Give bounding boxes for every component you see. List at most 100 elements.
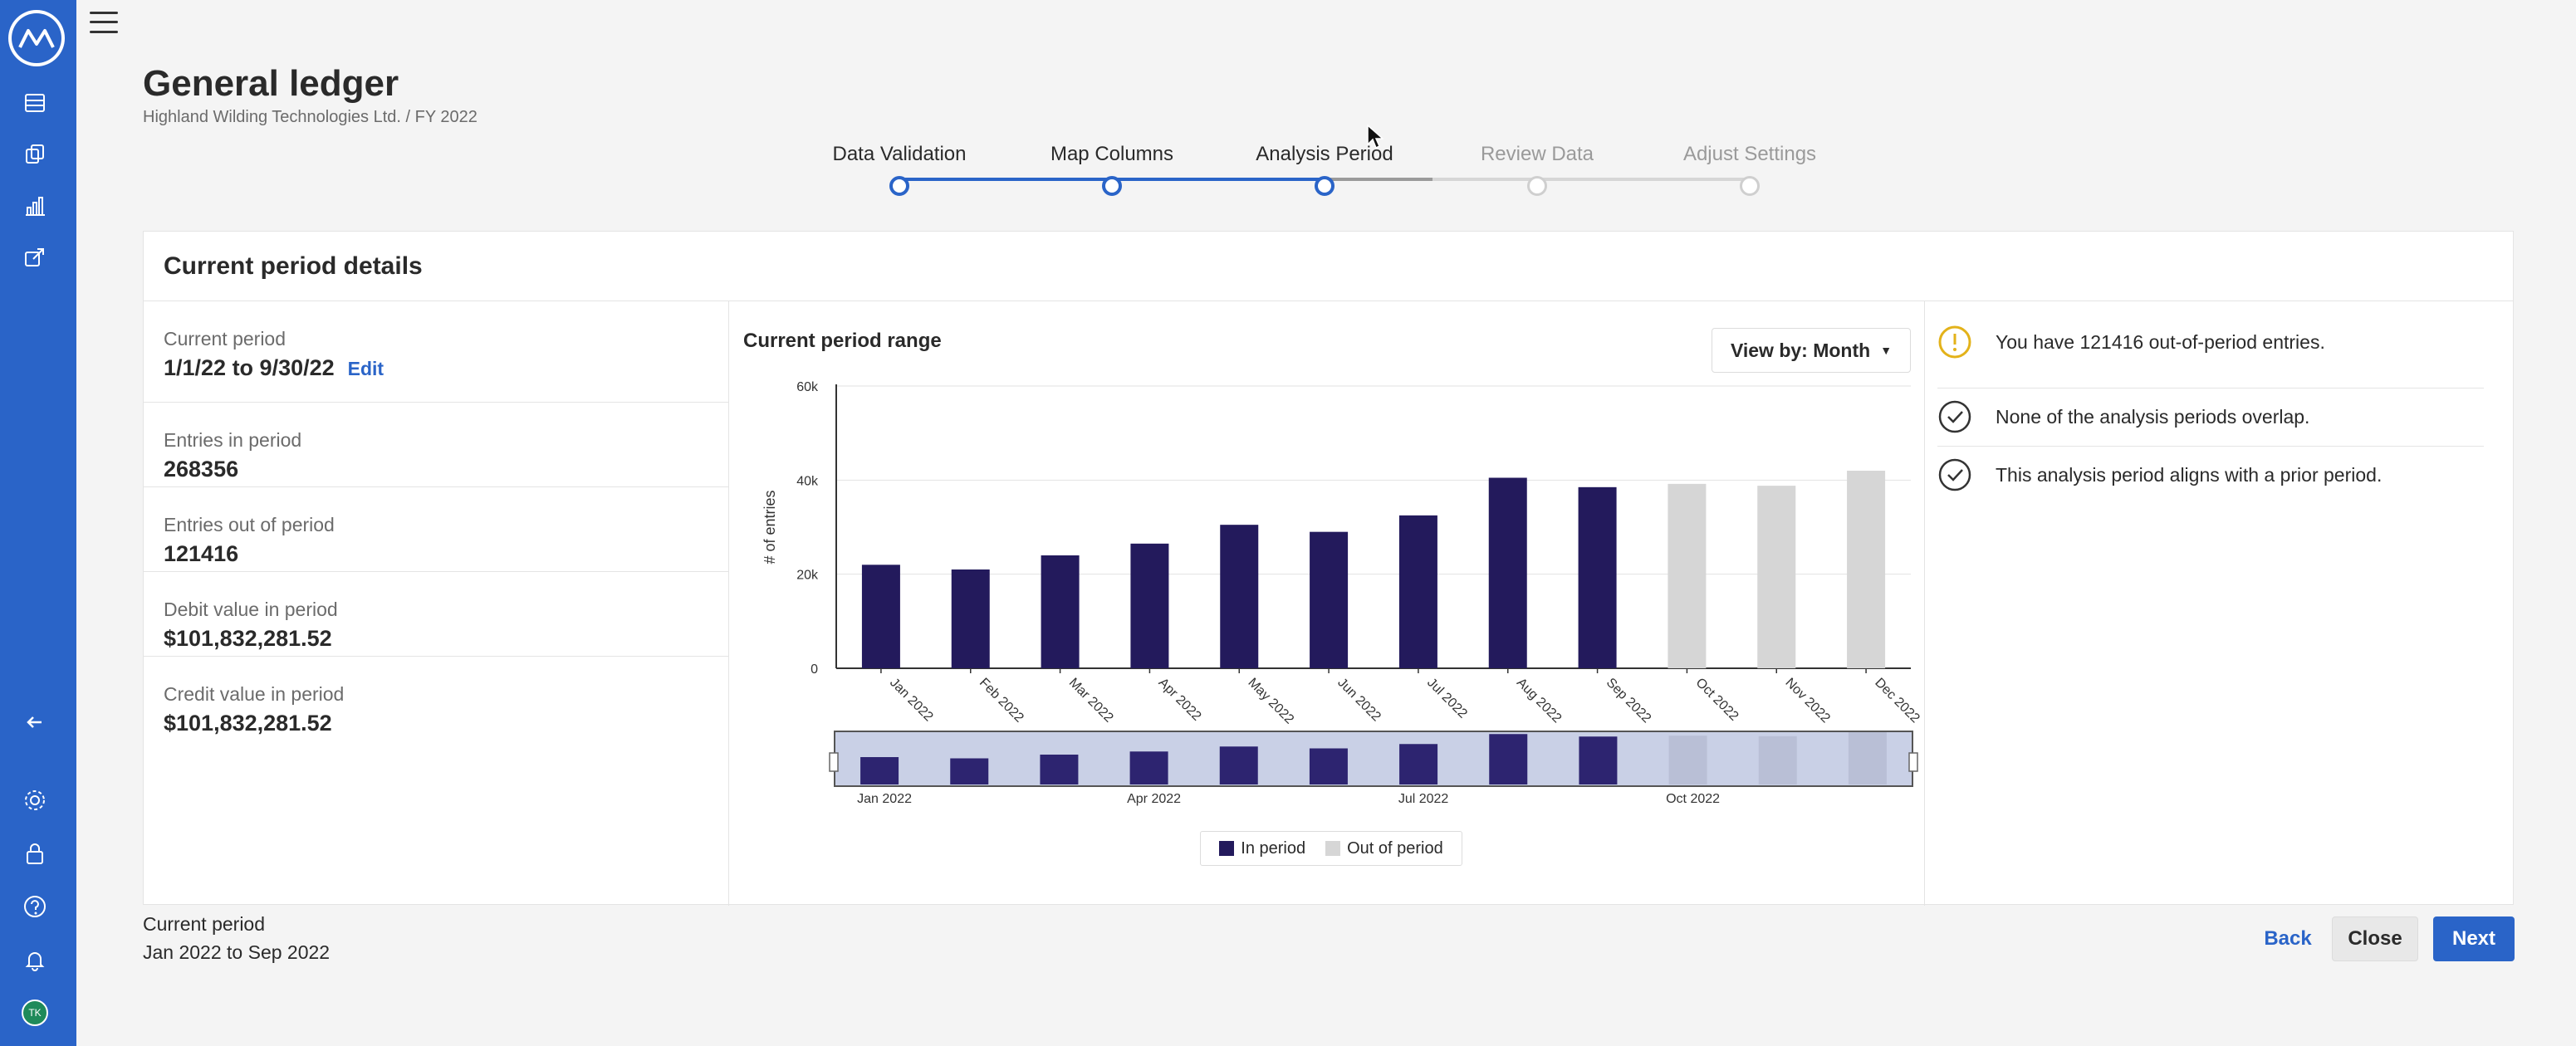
- bar: [1310, 531, 1349, 668]
- stepper-progress-todo: [1432, 178, 1751, 181]
- stat-value: $101,832,281.52: [164, 711, 332, 736]
- mouse-cursor-icon: [1367, 125, 1383, 149]
- bar: [1398, 515, 1437, 668]
- logo-mark-icon: [18, 29, 55, 48]
- bar: [1847, 471, 1886, 668]
- legend-label: In period: [1241, 838, 1306, 858]
- bar-chart-icon[interactable]: [18, 189, 51, 222]
- bar: [1757, 486, 1796, 668]
- chart-legend: In period Out of period: [1200, 831, 1462, 866]
- bar: [1220, 525, 1259, 668]
- bar: [1578, 486, 1617, 668]
- lock-icon[interactable]: [18, 837, 51, 870]
- edit-period-link[interactable]: Edit: [347, 358, 384, 379]
- legend-in-period[interactable]: In period: [1219, 839, 1305, 858]
- navigator-label: Jul 2022: [1398, 792, 1449, 806]
- stat-value-row: 1/1/22 to 9/30/22 Edit: [164, 355, 708, 381]
- step-map-columns[interactable]: Map Columns: [1012, 143, 1212, 196]
- stat-label: Debit value in period: [164, 599, 338, 620]
- divider: [1937, 388, 2484, 389]
- stat-entries-out-of-period: Entries out of period 121416: [144, 487, 728, 572]
- legend-swatch: [1219, 840, 1235, 856]
- navigator-bar: [1579, 736, 1618, 784]
- x-tick-label: Jun 2022: [1335, 676, 1383, 725]
- warning-icon: [1938, 325, 1971, 359]
- check-circle-icon: [1938, 400, 1971, 433]
- navigator-bar: [1219, 746, 1258, 784]
- stat-label: Entries out of period: [164, 514, 335, 535]
- range-navigator: [834, 731, 1913, 787]
- stepper-progress-next: [1325, 178, 1432, 181]
- y-tick-label: 40k: [796, 474, 819, 488]
- message-text: This analysis period aligns with a prior…: [1996, 463, 2383, 486]
- navigator-bar: [1399, 744, 1438, 784]
- step-dot: [1527, 176, 1547, 196]
- stat-debit-value: Debit value in period $101,832,281.52: [144, 572, 728, 657]
- help-icon[interactable]: [18, 890, 51, 923]
- legend-out-of-period[interactable]: Out of period: [1325, 839, 1443, 858]
- bell-icon[interactable]: [18, 943, 51, 976]
- step-label: Data Validation: [832, 143, 967, 165]
- settings-icon[interactable]: [18, 784, 51, 817]
- breadcrumb: Highland Wilding Technologies Ltd. / FY …: [143, 108, 477, 126]
- footer-period-label: Current period: [143, 913, 266, 935]
- documents-icon[interactable]: [18, 138, 51, 171]
- step-data-validation[interactable]: Data Validation: [800, 143, 999, 196]
- x-tick-label: Nov 2022: [1782, 676, 1833, 726]
- x-tick-label: Oct 2022: [1693, 676, 1741, 724]
- chevron-down-icon: ▼: [1880, 344, 1893, 357]
- y-tick-label: 60k: [796, 380, 819, 394]
- navigator-bar: [1668, 736, 1707, 784]
- app-logo[interactable]: [8, 10, 65, 66]
- message-out-of-period: You have 121416 out-of-period entries.: [1937, 325, 2484, 359]
- bar: [861, 565, 900, 668]
- stat-label: Current period: [164, 328, 286, 349]
- menu-icon[interactable]: [90, 8, 118, 37]
- step-analysis-period[interactable]: Analysis Period: [1225, 143, 1424, 196]
- step-adjust-settings[interactable]: Adjust Settings: [1650, 143, 1849, 196]
- step-review-data[interactable]: Review Data: [1437, 143, 1637, 196]
- x-tick-label: Jan 2022: [887, 676, 936, 725]
- step-dot: [1102, 176, 1122, 196]
- export-icon[interactable]: [18, 241, 51, 274]
- view-by-label: View by: Month: [1730, 339, 1871, 361]
- validation-messages: You have 121416 out-of-period entries. N…: [1926, 301, 2515, 906]
- stat-value: $101,832,281.52: [164, 626, 332, 651]
- stat-value: 268356: [164, 457, 239, 481]
- period-details-card: Current period details Current period 1/…: [143, 231, 2515, 906]
- page-title: General ledger: [143, 63, 399, 104]
- collapse-arrow-icon[interactable]: [18, 706, 51, 739]
- back-button[interactable]: Back: [2264, 927, 2312, 950]
- message-text: None of the analysis periods overlap.: [1996, 405, 2310, 428]
- x-tick-label: May 2022: [1245, 676, 1296, 727]
- navigator-bar: [1758, 736, 1797, 784]
- step-label: Adjust Settings: [1682, 143, 1817, 165]
- next-button[interactable]: Next: [2433, 916, 2515, 961]
- user-avatar[interactable]: TK: [22, 1000, 48, 1026]
- navigator-label: Apr 2022: [1127, 792, 1181, 806]
- bar: [1488, 477, 1527, 668]
- close-button[interactable]: Close: [2332, 916, 2418, 961]
- stat-value: 121416: [164, 541, 239, 566]
- step-label: Review Data: [1480, 143, 1594, 165]
- divider: [1937, 446, 2484, 447]
- step-label: Map Columns: [1050, 143, 1174, 165]
- navigator-label: Oct 2022: [1666, 792, 1720, 806]
- period-range-chart-panel: 0 20k 40k 60k # of entries Jan 2022 Feb 2022 Ma…: [730, 301, 1925, 906]
- stat-entries-in-period: Entries in period 268356: [144, 403, 728, 487]
- view-by-dropdown[interactable]: View by: Month ▼: [1712, 328, 1911, 373]
- bar: [1668, 483, 1707, 668]
- y-tick-label: 0: [811, 662, 818, 677]
- y-axis-label: # of entries: [762, 490, 778, 564]
- navigator-label: Jan 2022: [857, 792, 912, 806]
- stat-current-period: Current period 1/1/22 to 9/30/22 Edit: [144, 301, 728, 403]
- x-tick-label: Dec 2022: [1872, 676, 1922, 726]
- table-icon[interactable]: [18, 86, 51, 120]
- left-nav: TK: [0, 0, 76, 1046]
- navigator-bar: [1129, 751, 1168, 784]
- x-tick-label: Sep 2022: [1604, 676, 1654, 726]
- navigator-bar: [1489, 734, 1528, 784]
- x-tick-label: Mar 2022: [1066, 676, 1116, 726]
- stat-label: Entries in period: [164, 429, 302, 451]
- navigator-bar: [860, 757, 899, 784]
